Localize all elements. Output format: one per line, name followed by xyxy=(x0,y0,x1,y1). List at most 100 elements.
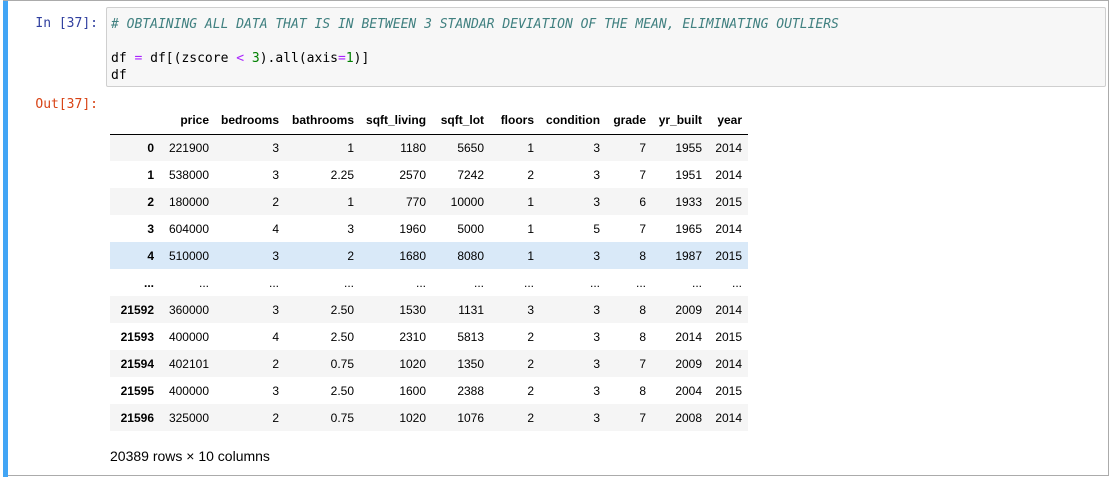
table-cell: 3 xyxy=(593,410,601,425)
table-cell: 2014 xyxy=(675,329,703,344)
table-cell: 2 xyxy=(347,248,355,263)
table-cell: 2015 xyxy=(715,329,743,344)
table-cell: 400000 xyxy=(168,329,209,344)
dataframe-shape-summary: 20389 rows × 10 columns xyxy=(110,448,270,464)
code-operator: < xyxy=(236,51,245,66)
table-cell: ... xyxy=(344,275,355,290)
output-area: price bedrooms bathrooms sqft_living sqf… xyxy=(110,106,749,431)
table-cell: 3 xyxy=(272,140,280,155)
table-cell: 1 xyxy=(527,248,535,263)
table-cell: 3 xyxy=(593,248,601,263)
table-cell: ... xyxy=(198,275,209,290)
table-cell: 2015 xyxy=(715,383,743,398)
table-cell: 1960 xyxy=(399,221,427,236)
table-cell: 1965 xyxy=(675,221,703,236)
table-cell: 1131 xyxy=(458,302,485,317)
table-cell: 0.75 xyxy=(330,410,355,425)
table-row: 21596 325000 2 0.75 1020 1076 2 3 7 2008 2014 xyxy=(110,404,749,431)
table-cell: 1 xyxy=(527,194,535,209)
row-index: 21596 xyxy=(120,410,154,425)
column-header: floors xyxy=(490,106,541,135)
table-cell: 3 xyxy=(593,140,601,155)
column-header: bedrooms xyxy=(215,106,286,135)
code-text[interactable]: # OBTAINING ALL DATA THAT IS IN BETWEEN … xyxy=(111,16,839,84)
column-header: price xyxy=(160,106,215,135)
table-cell: 2.50 xyxy=(330,383,355,398)
table-cell: 4 xyxy=(272,221,280,236)
table-cell: 1 xyxy=(527,221,535,236)
row-index: 21592 xyxy=(120,302,154,317)
table-row: 2 180000 2 1 770 10000 1 3 6 1933 2015 xyxy=(110,188,749,215)
code-operator: = xyxy=(134,51,143,66)
table-cell: 2 xyxy=(527,329,535,344)
row-index: 21594 xyxy=(120,356,154,371)
row-index: 2 xyxy=(147,194,154,209)
table-cell: 5813 xyxy=(457,329,485,344)
table-cell: 5 xyxy=(593,221,601,236)
code-token: df[(zscore xyxy=(142,51,237,66)
table-cell: 7 xyxy=(639,221,647,236)
table-cell: 1987 xyxy=(675,248,703,263)
table-cell: 5000 xyxy=(457,221,485,236)
code-input-area[interactable]: # OBTAINING ALL DATA THAT IS IN BETWEEN … xyxy=(106,7,1106,87)
row-index: 4 xyxy=(147,248,154,263)
column-header: condition xyxy=(540,106,607,135)
table-row: 3 604000 4 3 1960 5000 1 5 7 1965 2014 xyxy=(110,215,748,242)
table-cell: 2014 xyxy=(715,356,743,371)
code-token: df xyxy=(111,51,135,66)
table-cell: 7 xyxy=(639,356,647,371)
table-cell: 7 xyxy=(639,167,647,182)
table-cell: 2570 xyxy=(399,167,427,182)
table-cell: 2 xyxy=(527,356,535,371)
table-cell: 3 xyxy=(593,302,601,317)
table-cell: 3 xyxy=(272,383,280,398)
column-header: year xyxy=(708,106,749,135)
table-row: 21592 360000 3 2.50 1530 1131 3 3 8 2009 2014 xyxy=(110,296,749,323)
code-token: df xyxy=(111,68,127,83)
table-cell: 2014 xyxy=(715,221,743,236)
input-prompt: In [37]: xyxy=(35,16,98,31)
table-cell: 2015 xyxy=(715,248,743,263)
column-header: grade xyxy=(606,106,653,135)
table-cell: 8 xyxy=(639,383,647,398)
table-cell: 3 xyxy=(593,329,601,344)
code-operator: = xyxy=(338,51,346,66)
table-cell: 3 xyxy=(593,383,601,398)
notebook-cell[interactable]: In [37]: # OBTAINING ALL DATA THAT IS IN… xyxy=(3,0,1109,477)
table-row: 4 510000 3 2 1680 8080 1 3 8 1987 2015 xyxy=(110,242,749,269)
table-cell: 2008 xyxy=(675,410,703,425)
table-cell: 221900 xyxy=(168,140,209,155)
table-cell: 2009 xyxy=(675,302,703,317)
table-cell: 5650 xyxy=(457,140,485,155)
table-cell: 8080 xyxy=(457,248,485,263)
table-cell: 400000 xyxy=(168,383,209,398)
table-cell: 2014 xyxy=(715,302,743,317)
table-cell: 2 xyxy=(272,356,280,371)
table-cell: 2310 xyxy=(399,329,427,344)
table-cell: 604000 xyxy=(168,221,209,236)
table-cell: ... xyxy=(590,275,601,290)
table-row: 1 538000 3 2.25 2570 7242 2 3 7 1951 2014 xyxy=(110,161,748,188)
table-cell: ... xyxy=(474,275,485,290)
cell-selection-bar xyxy=(3,1,8,477)
table-cell: 2 xyxy=(527,167,535,182)
table-cell: 10000 xyxy=(450,194,485,209)
row-index: ... xyxy=(143,275,154,290)
row-index: 3 xyxy=(147,221,154,236)
table-cell: 8 xyxy=(639,302,647,317)
table-cell: 2388 xyxy=(457,383,485,398)
table-row: 0 221900 3 1 1180 5650 1 3 7 1955 2014 xyxy=(110,134,749,161)
table-cell: 402101 xyxy=(168,356,209,371)
table-cell: 1955 xyxy=(675,140,703,155)
table-cell: 1076 xyxy=(457,410,485,425)
column-header xyxy=(110,106,160,135)
table-cell: 1 xyxy=(347,140,355,155)
table-cell: 7 xyxy=(639,410,647,425)
table-cell: 2 xyxy=(527,410,535,425)
column-header: yr_built xyxy=(652,106,709,135)
table-cell: 2 xyxy=(527,383,535,398)
table-cell: ... xyxy=(269,275,280,290)
table-cell: 2 xyxy=(272,410,280,425)
table-cell: 180000 xyxy=(168,194,209,209)
row-index: 0 xyxy=(147,140,154,155)
